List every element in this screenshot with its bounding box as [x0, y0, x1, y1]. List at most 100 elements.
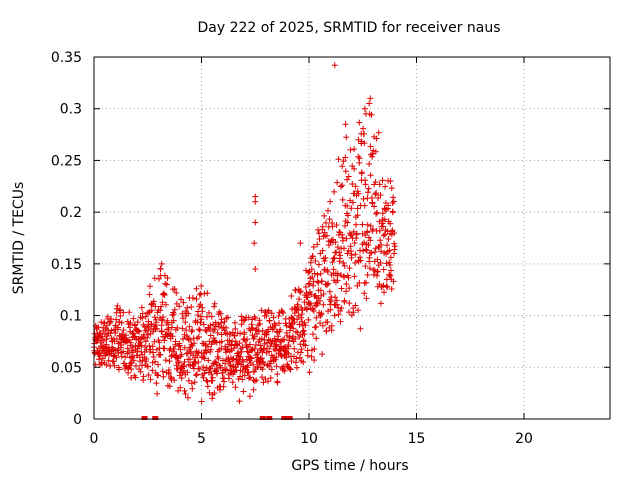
- data-point: [376, 227, 383, 234]
- data-point: [241, 372, 248, 379]
- data-point: [193, 285, 200, 292]
- data-point: [226, 358, 233, 365]
- data-point: [330, 255, 337, 262]
- data-point: [205, 343, 212, 350]
- data-point: [221, 318, 228, 325]
- data-point: [277, 326, 284, 333]
- data-point: [230, 368, 237, 375]
- data-point: [252, 266, 259, 273]
- data-point: [363, 247, 370, 254]
- data-point: [361, 130, 368, 137]
- data-point: [321, 212, 328, 219]
- data-point: [272, 347, 279, 354]
- data-point: [364, 221, 371, 228]
- data-point: [286, 333, 293, 340]
- data-point: [113, 354, 120, 361]
- y-tick-label: 0.05: [51, 360, 82, 376]
- data-point: [194, 352, 201, 359]
- data-point: [204, 290, 211, 297]
- data-point: [332, 294, 339, 301]
- data-point: [147, 376, 154, 383]
- data-point: [148, 320, 155, 327]
- data-point: [339, 231, 346, 238]
- data-point: [316, 230, 323, 237]
- data-point: [145, 318, 152, 325]
- data-point: [124, 318, 131, 325]
- data-point: [203, 349, 210, 356]
- data-point: [145, 371, 152, 378]
- data-point: [357, 257, 364, 264]
- data-point: [385, 202, 392, 209]
- data-point: [367, 222, 374, 229]
- data-point: [162, 301, 169, 308]
- data-point: [326, 288, 333, 295]
- data-point: [246, 393, 253, 400]
- data-point: [349, 199, 356, 206]
- data-point: [196, 365, 203, 372]
- data-point: [98, 360, 105, 367]
- data-point: [114, 302, 121, 309]
- data-point: [223, 366, 230, 373]
- data-point: [114, 324, 121, 331]
- data-point: [211, 390, 218, 397]
- data-point: [384, 284, 391, 291]
- data-point: [142, 338, 149, 345]
- data-point: [367, 237, 374, 244]
- data-point: [176, 342, 183, 349]
- data-point: [320, 290, 327, 297]
- data-point: [151, 314, 158, 321]
- data-point: [332, 239, 339, 246]
- data-point: [260, 379, 267, 386]
- y-tick-label: 0.1: [60, 309, 82, 325]
- data-point: [308, 291, 315, 298]
- data-point: [244, 369, 251, 376]
- data-point: [153, 346, 160, 353]
- data-point: [366, 265, 373, 272]
- data-point: [168, 353, 175, 360]
- data-point: [131, 321, 138, 328]
- data-point: [195, 349, 202, 356]
- data-point: [342, 121, 349, 128]
- data-point: [383, 260, 390, 267]
- data-point: [196, 327, 203, 334]
- data-point: [179, 310, 186, 317]
- data-series: [91, 62, 398, 420]
- data-point: [169, 333, 176, 340]
- data-point: [317, 320, 324, 327]
- data-point: [101, 319, 108, 326]
- data-point: [372, 191, 379, 198]
- data-point: [325, 207, 332, 214]
- data-point: [298, 314, 305, 321]
- data-point: [110, 358, 117, 365]
- data-point: [334, 270, 341, 277]
- data-point: [235, 350, 242, 357]
- data-point: [240, 317, 247, 324]
- data-point: [390, 278, 397, 285]
- data-point: [287, 366, 294, 373]
- data-point: [243, 344, 250, 351]
- data-point: [157, 307, 164, 314]
- data-point: [195, 333, 202, 340]
- data-point: [345, 173, 352, 180]
- x-axis-label: GPS time / hours: [291, 458, 408, 474]
- data-point: [161, 337, 168, 344]
- data-point: [388, 285, 395, 292]
- data-point: [315, 261, 322, 268]
- data-point: [178, 375, 185, 382]
- data-point: [363, 295, 370, 302]
- data-point: [188, 328, 195, 335]
- data-point: [333, 221, 340, 228]
- data-point: [175, 387, 182, 394]
- data-point: [356, 279, 363, 286]
- data-point: [200, 364, 207, 371]
- data-point: [189, 385, 196, 392]
- data-point: [195, 359, 202, 366]
- plot-frame: [93, 56, 611, 420]
- data-point: [134, 318, 141, 325]
- data-point: [157, 303, 164, 310]
- data-point: [155, 275, 162, 282]
- data-point: [161, 292, 168, 299]
- data-point: [148, 307, 155, 314]
- data-point: [96, 356, 103, 363]
